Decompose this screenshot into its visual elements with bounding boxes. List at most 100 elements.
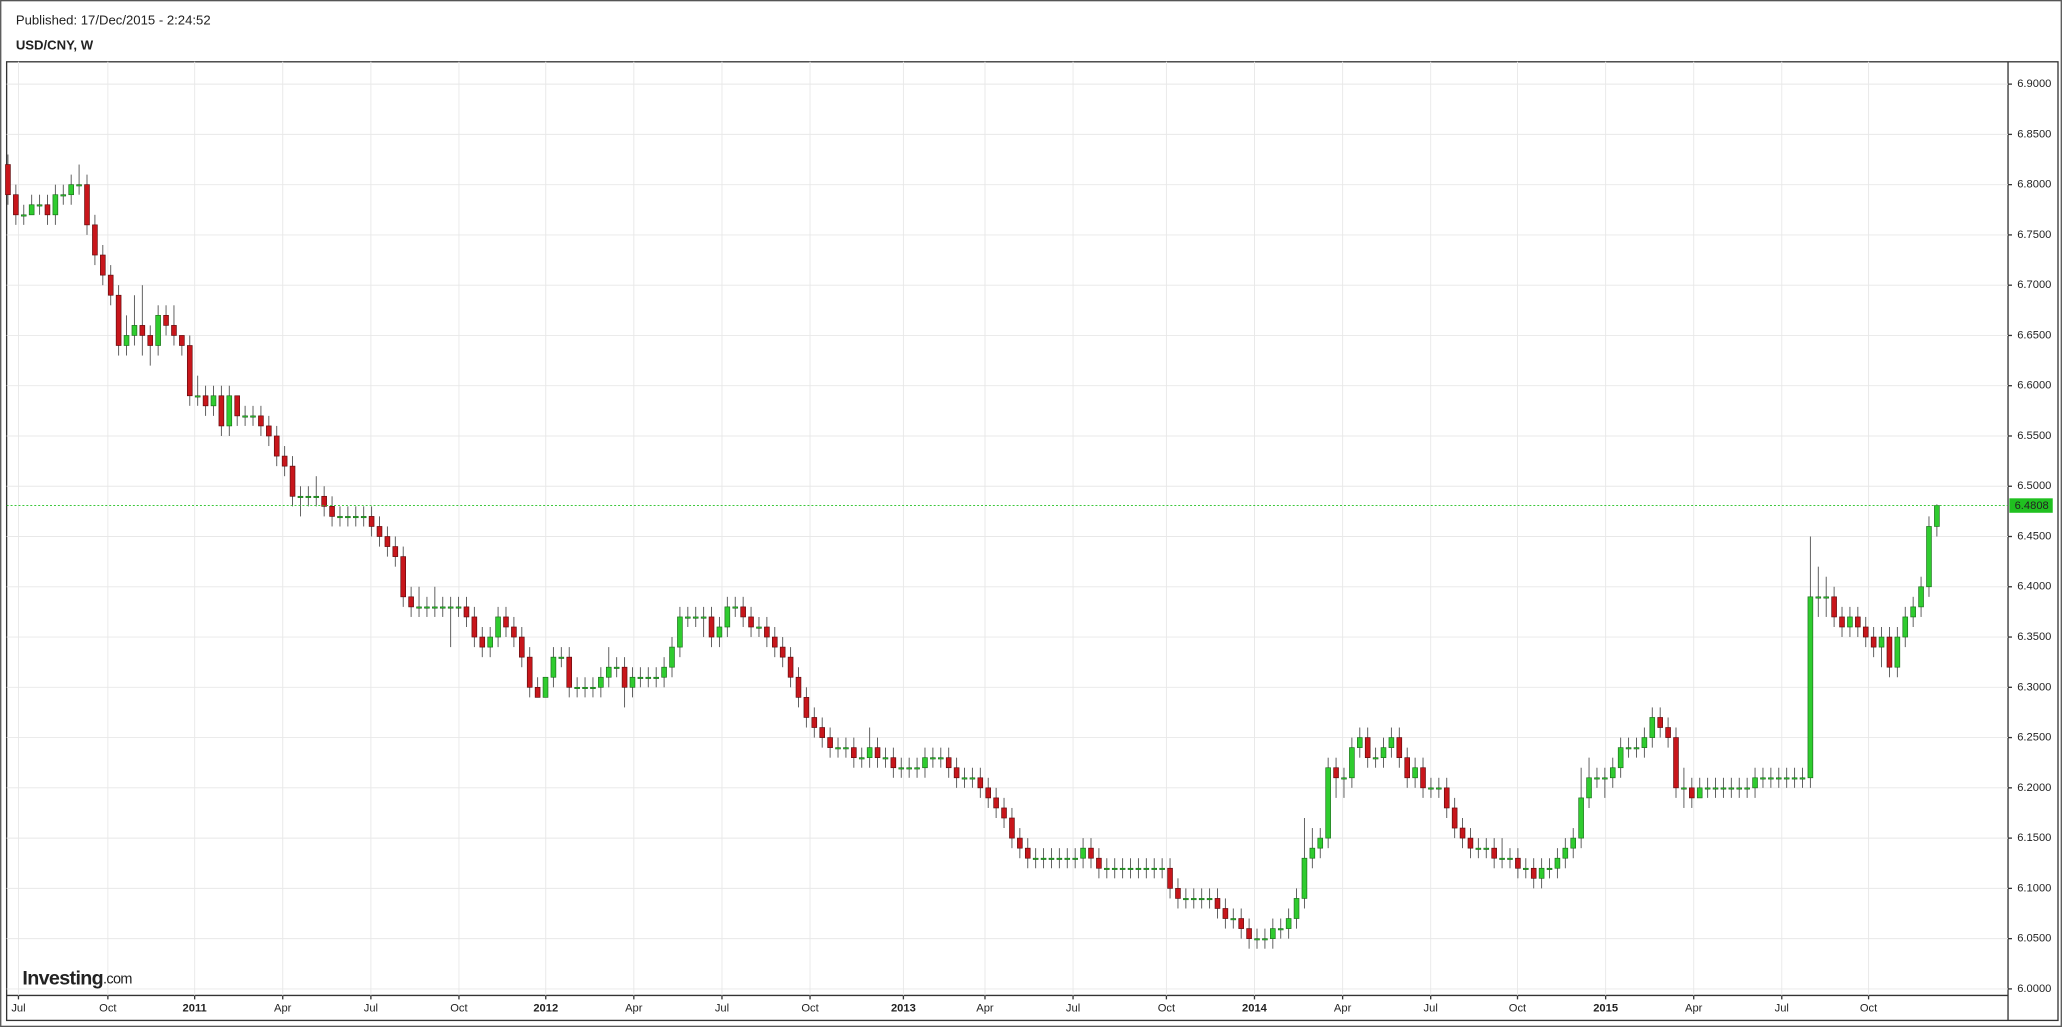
candle-body: [558, 656, 565, 659]
candle-body: [1538, 867, 1545, 879]
candle-body: [1309, 847, 1316, 859]
candle-body: [1602, 777, 1608, 780]
candle-body: [1459, 827, 1466, 839]
candle-body: [84, 184, 90, 226]
candle-body: [1507, 857, 1513, 860]
candle-body: [13, 194, 19, 216]
candle-body: [1183, 898, 1189, 901]
candle-body: [1072, 857, 1078, 860]
candle-body: [1167, 867, 1173, 889]
x-tick-label: Apr: [274, 1003, 292, 1015]
candle-body: [803, 697, 810, 718]
candle-body: [447, 606, 454, 609]
x-tick-label: 2014: [1242, 1003, 1268, 1015]
candle-body: [1190, 898, 1197, 901]
candle-body: [598, 676, 604, 688]
candle-body: [1760, 777, 1766, 780]
candle-body: [179, 335, 185, 346]
last-price-label: 6.4808: [2015, 500, 2049, 512]
x-tick-label: Oct: [801, 1003, 819, 1015]
candle-body: [1301, 857, 1308, 899]
candle-body: [1096, 857, 1102, 869]
candle-body: [487, 636, 493, 648]
y-tick-label: 6.1500: [2017, 832, 2051, 844]
x-tick-label: Jul: [1066, 1003, 1080, 1015]
candle-body: [242, 415, 248, 418]
candle-body: [669, 646, 675, 668]
grid: [6, 61, 2009, 996]
candle-body: [653, 676, 659, 679]
candle-body: [661, 666, 667, 678]
candle-body: [368, 516, 375, 527]
y-tick-label: 6.3000: [2017, 681, 2051, 693]
candle-body: [764, 626, 770, 638]
x-tick-label: Apr: [976, 1003, 994, 1015]
candle-body: [1483, 847, 1490, 850]
candle-body: [1206, 898, 1213, 901]
candle-body: [1064, 857, 1071, 860]
candle-body: [1696, 787, 1703, 799]
candles: [5, 154, 2009, 949]
candle-body: [432, 606, 438, 609]
candle-body: [455, 606, 462, 609]
watermark-name: Investing: [22, 968, 103, 990]
candle-body: [629, 676, 636, 688]
candle-body: [985, 787, 992, 799]
candle-body: [1546, 867, 1553, 870]
candle-body: [1119, 867, 1126, 870]
candle-body: [685, 616, 691, 619]
candle-body: [313, 495, 320, 498]
candle-body: [202, 395, 209, 407]
candle-body: [1704, 787, 1711, 790]
candle-body: [329, 506, 335, 517]
x-tick-label: Oct: [1509, 1003, 1527, 1015]
candle-body: [503, 616, 509, 628]
candle-body: [716, 626, 723, 638]
candle-body: [819, 727, 825, 738]
candle-body: [360, 516, 367, 519]
candle-body: [835, 747, 841, 750]
candle-body: [1198, 898, 1205, 901]
candle-body: [1578, 797, 1584, 839]
plot-frame: [5, 61, 2059, 1022]
x-tick-label: Apr: [1685, 1003, 1703, 1015]
y-tick-label: 6.7000: [2017, 279, 2051, 291]
candle-body: [1032, 857, 1039, 860]
x-tick-label: Apr: [625, 1003, 643, 1015]
candle-body: [1420, 767, 1426, 789]
candle-body: [732, 606, 739, 609]
candle-body: [439, 606, 446, 609]
candle-body: [977, 777, 984, 789]
candle-body: [1333, 767, 1339, 779]
candle-body: [392, 546, 399, 557]
candle-body: [1768, 777, 1774, 780]
candle-body: [795, 676, 802, 698]
candle-body: [1048, 857, 1055, 860]
candle-body: [748, 616, 754, 628]
candle-body: [107, 274, 114, 296]
candle-body: [969, 777, 976, 780]
candle-body: [708, 616, 715, 638]
candle-body: [1554, 857, 1561, 869]
x-tick-label: Apr: [1334, 1003, 1352, 1015]
candle-body: [1380, 747, 1387, 759]
candle-body: [1839, 616, 1845, 628]
y-tick-label: 6.5500: [2017, 430, 2051, 442]
candle-body: [1902, 616, 1909, 638]
x-tick-label: Oct: [1158, 1003, 1176, 1015]
candle-body: [1847, 616, 1853, 628]
candle-body: [123, 335, 130, 346]
candle-body: [1056, 857, 1063, 860]
candle-body: [1104, 867, 1110, 870]
candle-body: [234, 395, 240, 417]
candle-body: [289, 465, 296, 497]
candle-body: [1230, 918, 1237, 921]
candle-body: [1372, 757, 1379, 760]
candle-body: [1285, 918, 1292, 929]
candle-body: [44, 204, 51, 216]
candle-body: [1396, 737, 1403, 759]
candle-body: [1017, 837, 1023, 849]
candle-body: [526, 656, 533, 688]
candle-body: [1491, 847, 1497, 859]
candle-body: [1791, 777, 1798, 780]
